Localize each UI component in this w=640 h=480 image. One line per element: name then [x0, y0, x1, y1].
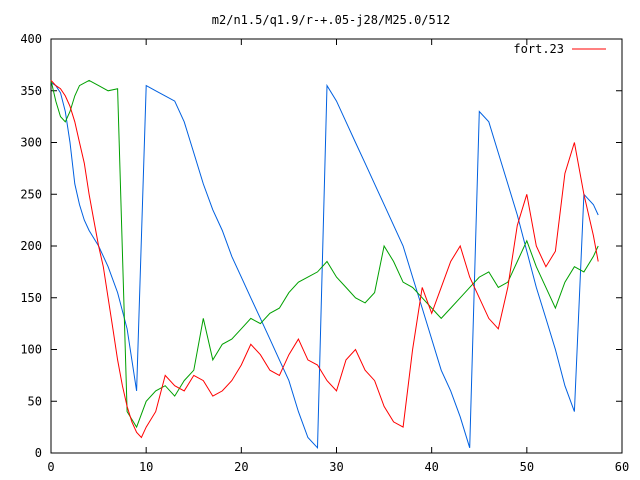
y-tick-label: 300 — [20, 136, 42, 150]
series-line-2 — [50, 82, 599, 450]
y-tick-label: 150 — [20, 291, 42, 305]
y-tick-label: 50 — [28, 394, 42, 408]
legend: fort.23 — [513, 42, 606, 56]
y-tick-label: 250 — [20, 187, 42, 201]
x-tick-label: 10 — [139, 460, 153, 474]
y-tick-label: 400 — [20, 32, 42, 46]
y-tick-label: 0 — [35, 446, 42, 460]
series-line-1 — [50, 79, 599, 429]
y-tick-label: 200 — [20, 239, 42, 253]
chart-title: m2/n1.5/q1.9/r-+.05-j28/M25.0/512 — [212, 13, 450, 27]
x-tick-label: 20 — [234, 460, 248, 474]
series-layer — [50, 79, 599, 450]
series-line-0 — [50, 80, 599, 439]
y-tick-label: 350 — [20, 84, 42, 98]
x-tick-label: 40 — [424, 460, 438, 474]
x-tick-label: 0 — [47, 460, 54, 474]
x-tick-label: 60 — [615, 460, 629, 474]
legend-entry-label: fort.23 — [513, 42, 564, 56]
axis-ticks: 0 10 20 30 40 50 60 0 50 100 150 200 250 300 350 400 — [20, 32, 629, 474]
x-tick-label: 30 — [329, 460, 343, 474]
y-tick-label: 100 — [20, 343, 42, 357]
x-tick-label: 50 — [520, 460, 534, 474]
